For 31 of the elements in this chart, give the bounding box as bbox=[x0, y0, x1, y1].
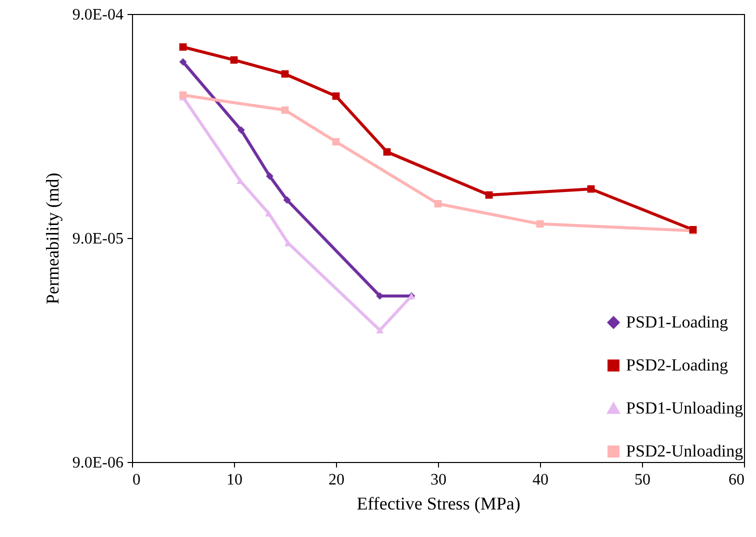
x-axis-title: Effective Stress (MPa) bbox=[356, 494, 520, 514]
legend-label: PSD2-Unloading bbox=[626, 442, 744, 460]
x-tick-label: 40 bbox=[532, 472, 548, 488]
point bbox=[383, 148, 391, 156]
x-tick-label: 60 bbox=[728, 472, 744, 488]
point bbox=[332, 92, 340, 100]
point bbox=[283, 196, 291, 204]
point bbox=[434, 200, 442, 208]
point bbox=[587, 185, 595, 193]
x-tick-label: 30 bbox=[430, 472, 446, 488]
point bbox=[179, 58, 187, 66]
legend-label: PSD1-Loading bbox=[626, 312, 728, 332]
point bbox=[281, 70, 289, 78]
legend-label: PSD2-Loading bbox=[626, 356, 728, 374]
point bbox=[332, 138, 340, 146]
x-tick-label: 20 bbox=[328, 472, 344, 488]
point bbox=[264, 210, 272, 217]
x-tick-label: 0 bbox=[132, 472, 140, 488]
x-tick-label: 50 bbox=[634, 472, 650, 488]
point bbox=[536, 220, 544, 228]
y-axis-title: Permeability (md) bbox=[42, 172, 62, 304]
y-tick-label: 9.0E-04 bbox=[72, 6, 124, 24]
x-tick-label: 10 bbox=[226, 472, 242, 488]
point bbox=[376, 326, 384, 334]
point bbox=[237, 126, 245, 134]
y-tick-label: 9.0E-05 bbox=[72, 230, 124, 248]
y-tick-label: 9.0E-06 bbox=[72, 454, 124, 472]
legend-label: PSD1-Unloading bbox=[626, 398, 744, 418]
point bbox=[266, 172, 274, 180]
point bbox=[281, 106, 289, 114]
point bbox=[179, 91, 187, 99]
